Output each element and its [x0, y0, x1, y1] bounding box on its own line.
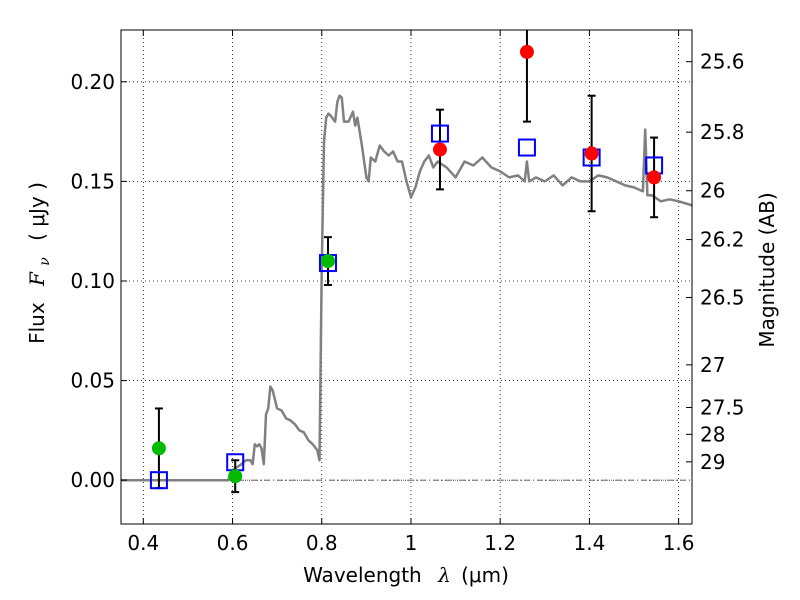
detection-point [584, 146, 599, 161]
y2-axis-label: Magnitude (AB) [755, 192, 779, 347]
model-point [430, 124, 449, 143]
y-axis-label-symbol-sub: ν [37, 257, 53, 266]
y-tick-label: 0.00 [70, 468, 115, 492]
plot-background [121, 30, 692, 524]
y2-tick-label: 28 [700, 422, 725, 446]
model-point [517, 138, 536, 157]
x-axis-label-symbol: λ [437, 563, 451, 587]
y-tick-label: 0.15 [70, 169, 115, 193]
plot-frame [120, 29, 693, 525]
detection-point [519, 44, 534, 59]
y2-tick-label: 27.5 [700, 395, 745, 419]
y-axis-label-text: Flux [25, 302, 49, 344]
x-tick-label: 0.8 [306, 531, 338, 555]
y2-tick-label: 27 [700, 353, 725, 377]
y2-tick-label: 25.6 [700, 50, 745, 74]
plot-area [121, 30, 692, 494]
detection-point [432, 142, 447, 157]
x-tick-label: 1.2 [484, 531, 516, 555]
y-tick-label: 0.20 [70, 70, 115, 94]
y-tick-label: 0.10 [70, 269, 115, 293]
y2-tick-label: 26.2 [700, 228, 745, 252]
axis-ticks: 0.4 0.6 0.8 1 1.2 1.4 1.6 0.00 0.05 0.10 0.15 0.20 2… [70, 30, 745, 555]
y2-tick-label: 25.8 [700, 120, 745, 144]
x-axis-label-unit: (μm) [461, 563, 509, 587]
other-point [320, 254, 335, 269]
x-tick-label: 1.4 [573, 531, 605, 555]
y-tick-label: 0.05 [70, 369, 115, 393]
x-tick-label: 1.6 [663, 531, 695, 555]
y-axis-label: Flux F ν ( μJy ) [25, 182, 54, 344]
other-point [151, 441, 166, 456]
model-spectrum-line [121, 94, 692, 482]
x-tick-label: 1 [405, 531, 418, 555]
x-tick-label: 0.4 [127, 531, 159, 555]
y2-tick-label: 29 [700, 450, 725, 474]
x-axis-label-text: Wavelength [303, 563, 422, 587]
y-axis-label-unit: ( μJy ) [25, 182, 49, 241]
y-axis-label-symbol: F [25, 271, 49, 287]
model-point [149, 471, 168, 490]
x-tick-label: 0.6 [217, 531, 249, 555]
detection-point [647, 170, 662, 185]
x-axis-label: Wavelength λ (μm) [303, 563, 509, 587]
other-point [228, 469, 243, 484]
y2-tick-label: 26 [700, 179, 725, 203]
y2-tick-label: 26.5 [700, 286, 745, 310]
